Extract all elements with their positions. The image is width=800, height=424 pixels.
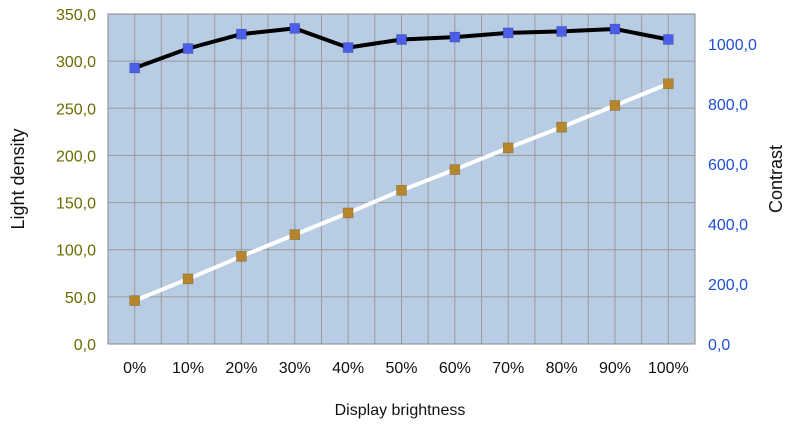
data-point <box>449 31 461 43</box>
data-point <box>609 100 621 111</box>
left-tick-label: 100,0 <box>56 243 96 260</box>
data-point <box>556 121 567 133</box>
right-axis-ticks: 0,0 200,0 400,0 600,0 800,0 1000,0 <box>708 37 757 354</box>
data-point <box>449 164 461 175</box>
data-point <box>342 42 354 53</box>
right-tick-label: 800,0 <box>708 97 748 114</box>
data-point <box>396 34 407 45</box>
x-tick-label: 40% <box>332 360 364 377</box>
right-tick-label: 1000,0 <box>708 37 757 54</box>
right-axis-title: Contrast <box>766 145 786 213</box>
x-axis-ticks: 0% 10% 20% 30% 40% 50% 60% 70% 80% 90% 100% <box>123 360 689 377</box>
left-axis-title: Light density <box>8 128 28 229</box>
x-tick-label: 90% <box>599 360 631 377</box>
data-point <box>182 273 194 285</box>
data-point <box>342 207 354 219</box>
x-tick-label: 0% <box>123 360 146 377</box>
series-layer <box>129 23 674 306</box>
data-point <box>129 295 140 306</box>
data-point <box>129 62 140 74</box>
x-axis-title: Display brightness <box>335 402 466 419</box>
left-axis-ticks: 0,0 50,0 100,0 150,0 200,0 250,0 300,0 350,0 <box>56 7 96 354</box>
left-tick-label: 350,0 <box>56 7 96 24</box>
grid <box>107 13 696 345</box>
data-point <box>556 26 567 37</box>
data-point <box>663 78 674 90</box>
right-tick-label: 200,0 <box>708 277 748 294</box>
left-tick-label: 0,0 <box>74 337 96 354</box>
data-point <box>182 43 194 54</box>
data-point <box>663 34 674 45</box>
right-tick-label: 0,0 <box>708 337 730 354</box>
left-tick-label: 250,0 <box>56 101 96 118</box>
data-point <box>289 23 301 34</box>
data-point <box>236 28 247 40</box>
x-tick-label: 100% <box>648 360 689 377</box>
data-point <box>289 229 301 240</box>
left-tick-label: 200,0 <box>56 148 96 165</box>
left-tick-label: 300,0 <box>56 54 96 71</box>
right-tick-label: 400,0 <box>708 217 748 234</box>
x-tick-label: 80% <box>546 360 578 377</box>
x-tick-label: 30% <box>279 360 311 377</box>
data-point <box>502 142 514 154</box>
x-tick-label: 20% <box>225 360 257 377</box>
series-1 <box>129 78 674 306</box>
data-point <box>502 27 514 39</box>
left-tick-label: 50,0 <box>65 290 96 307</box>
x-tick-label: 60% <box>439 360 471 377</box>
plot-border <box>107 13 696 345</box>
data-point <box>609 23 621 35</box>
x-tick-label: 10% <box>172 360 204 377</box>
x-tick-label: 70% <box>492 360 524 377</box>
data-point <box>396 185 407 196</box>
data-point <box>236 251 247 262</box>
series-2 <box>129 23 674 74</box>
right-tick-label: 600,0 <box>708 157 748 174</box>
left-tick-label: 150,0 <box>56 196 96 213</box>
x-tick-label: 50% <box>385 360 417 377</box>
